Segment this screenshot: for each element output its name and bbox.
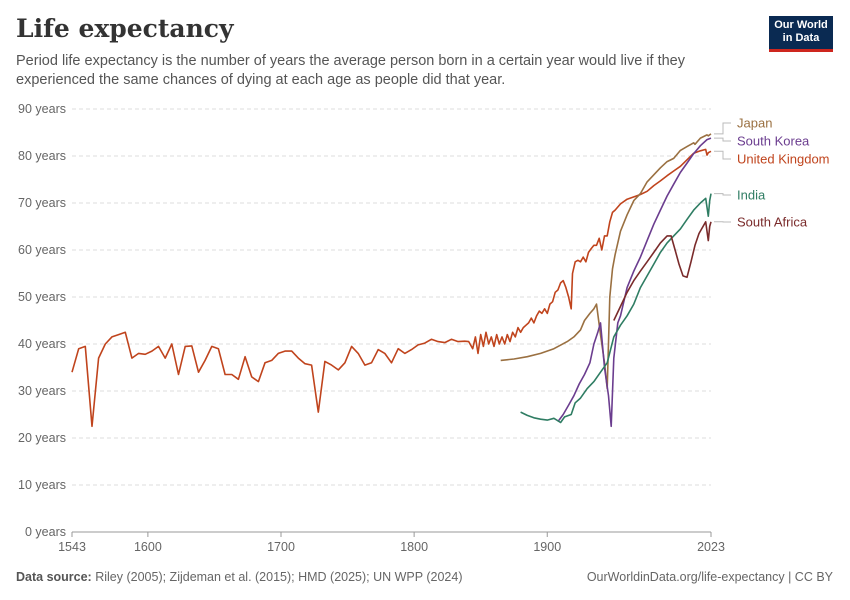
series-label-south-korea: South Korea [737, 134, 810, 149]
x-tick-label: 2023 [697, 540, 725, 554]
data-source-text[interactable]: Riley (2005); Zijdeman et al. (2015); HM… [95, 570, 463, 584]
y-tick-label: 10 years [18, 478, 66, 492]
series-line-india [520, 193, 712, 424]
series-line-south-korea [557, 137, 712, 428]
footer-url[interactable]: OurWorldinData.org/life-expectancy | CC … [586, 570, 833, 584]
x-tick-label: 1900 [533, 540, 561, 554]
chart-subtitle: Period life expectancy is the number of … [16, 53, 685, 88]
x-tick-label: 1800 [400, 540, 428, 554]
y-tick-label: 40 years [18, 337, 66, 351]
series-label-united-kingdom: United Kingdom [737, 152, 830, 167]
data-source-label: Data source: [16, 570, 92, 584]
y-tick-label: 80 years [18, 149, 66, 163]
x-tick-label: 1700 [267, 540, 295, 554]
series-line-japan [500, 133, 712, 390]
series-line-south-africa [613, 221, 712, 321]
series-line-united-kingdom [71, 148, 712, 428]
y-tick-label: 20 years [18, 431, 66, 445]
y-tick-label: 0 years [25, 525, 66, 539]
y-tick-label: 50 years [18, 290, 66, 304]
x-tick-label: 1600 [134, 540, 162, 554]
series-label-south-africa: South Africa [737, 215, 808, 230]
y-tick-label: 30 years [18, 384, 66, 398]
label-connector [714, 150, 731, 160]
chart-title: Life expectancy [16, 14, 234, 43]
label-connector [714, 137, 731, 142]
logo-line-1: Our World [774, 19, 828, 31]
series-label-japan: Japan [737, 116, 772, 131]
y-tick-label: 60 years [18, 243, 66, 257]
y-tick-label: 90 years [18, 102, 66, 116]
label-connector [714, 193, 731, 196]
y-tick-label: 70 years [18, 196, 66, 210]
data-source: Data source: Riley (2005); Zijdeman et a… [16, 570, 463, 584]
series-label-india: India [737, 188, 766, 203]
owid-logo[interactable]: Our World in Data [769, 16, 833, 52]
logo-line-2: in Data [782, 32, 820, 44]
x-tick-label: 1543 [58, 540, 86, 554]
label-connector [714, 122, 731, 135]
